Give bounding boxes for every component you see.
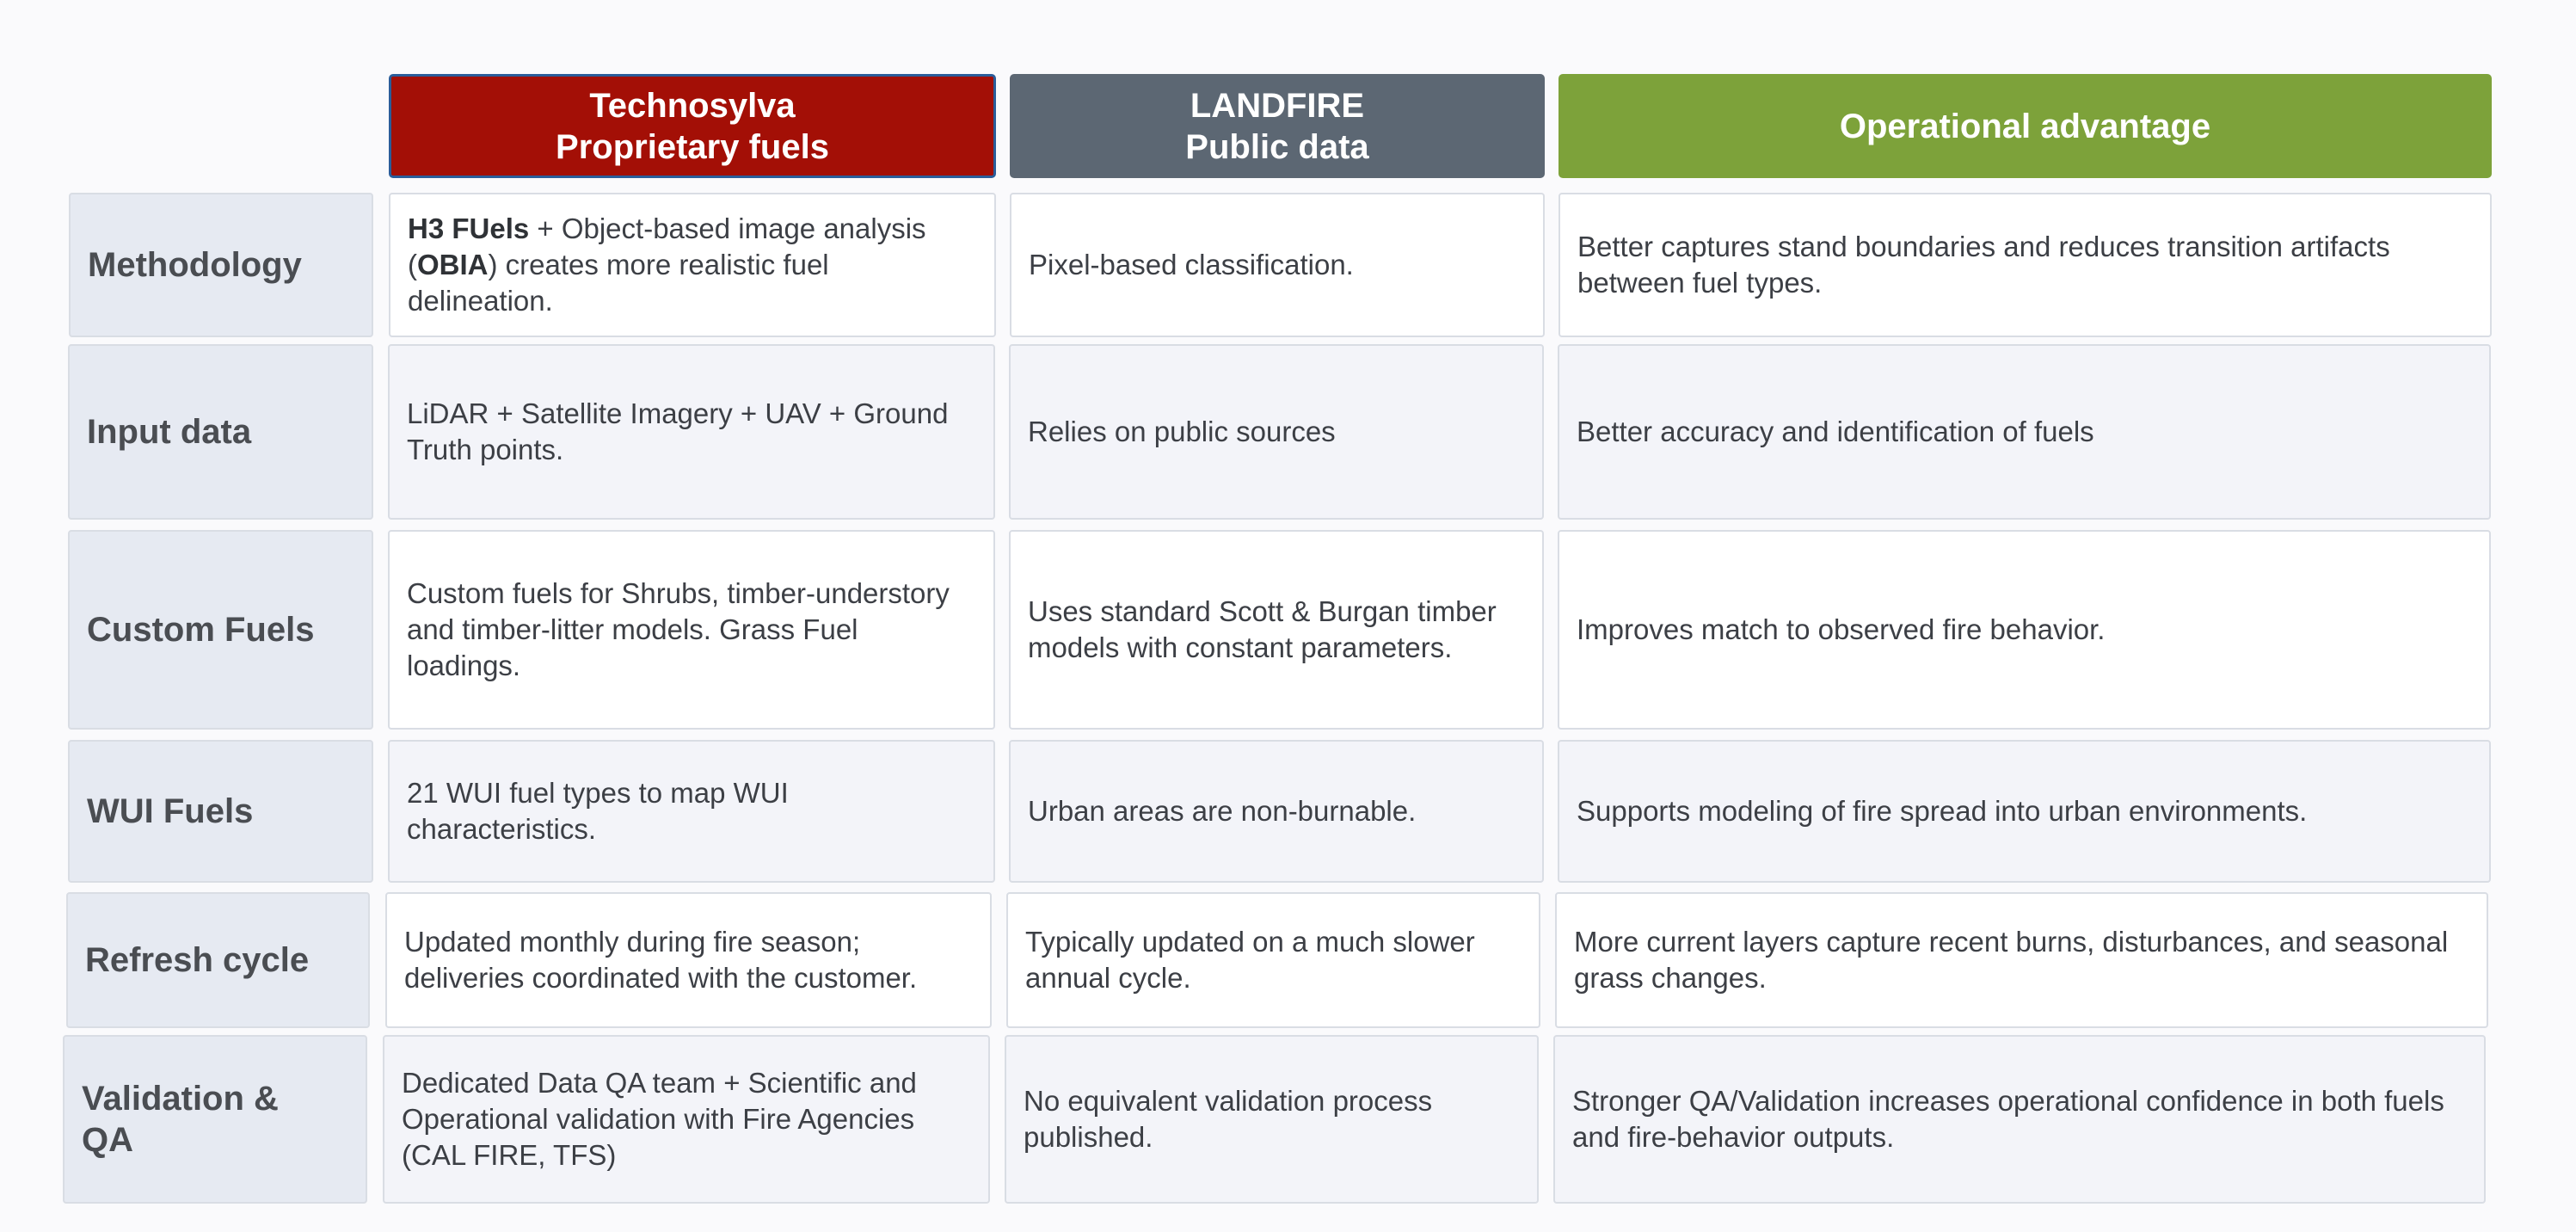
cell-methodology-landfire: Pixel-based classification. bbox=[1010, 193, 1545, 337]
cell-text: Dedicated Data QA team + Scientific and … bbox=[402, 1067, 917, 1171]
cell-text: 21 WUI fuel types to map WUI characteris… bbox=[407, 777, 789, 845]
cell-text: Pixel-based classification. bbox=[1029, 249, 1354, 280]
cell-text: Custom fuels for Shrubs, timber-understo… bbox=[407, 577, 950, 681]
cell-wui-fuels-operational: Supports modeling of fire spread into ur… bbox=[1558, 740, 2491, 883]
cell-text-part: ) creates more realistic fuel delineatio… bbox=[408, 249, 829, 317]
cell-text: Stronger QA/Validation increases operati… bbox=[1572, 1085, 2444, 1153]
row-label-text: Methodology bbox=[88, 246, 302, 284]
header-technosylva-line1: Technosylva bbox=[589, 86, 796, 125]
cell-text: Better captures stand boundaries and red… bbox=[1577, 231, 2390, 299]
cell-methodology-technosylva: H3 FUels + Object-based image analysis (… bbox=[389, 193, 996, 337]
header-technosylva: Technosylva Proprietary fuels bbox=[389, 74, 996, 178]
row-label-text: Validation & QA bbox=[82, 1080, 279, 1159]
header-landfire-line2: Public data bbox=[1185, 127, 1369, 166]
cell-input-data-technosylva: LiDAR + Satellite Imagery + UAV + Ground… bbox=[388, 344, 995, 520]
cell-text: More current layers capture recent burns… bbox=[1574, 926, 2449, 994]
row-label-text: Input data bbox=[87, 413, 252, 451]
header-operational-line1: Operational advantage bbox=[1839, 107, 2211, 145]
cell-text: Uses standard Scott & Burgan timber mode… bbox=[1028, 595, 1497, 663]
cell-methodology-operational: Better captures stand boundaries and red… bbox=[1559, 193, 2492, 337]
cell-wui-fuels-technosylva: 21 WUI fuel types to map WUI characteris… bbox=[388, 740, 995, 883]
cell-input-data-operational: Better accuracy and identification of fu… bbox=[1558, 344, 2491, 520]
row-label-text: Refresh cycle bbox=[85, 941, 310, 979]
cell-text: Relies on public sources bbox=[1028, 416, 1336, 447]
header-technosylva-line2: Proprietary fuels bbox=[556, 127, 829, 166]
cell-validation-qa-operational: Stronger QA/Validation increases operati… bbox=[1553, 1035, 2486, 1204]
row-label-input-data: Input data bbox=[68, 344, 373, 520]
row-label-validation-qa: Validation & QA bbox=[63, 1035, 367, 1204]
cell-custom-fuels-operational: Improves match to observed fire behavior… bbox=[1558, 530, 2491, 730]
cell-text: Improves match to observed fire behavior… bbox=[1577, 613, 2106, 645]
cell-text: Supports modeling of fire spread into ur… bbox=[1577, 795, 2308, 827]
header-operational-advantage: Operational advantage bbox=[1559, 74, 2492, 178]
cell-text-part: + Object-based image analysis ( bbox=[408, 213, 926, 280]
header-landfire: LANDFIRE Public data bbox=[1010, 74, 1545, 178]
cell-text: Updated monthly during fire season; deli… bbox=[404, 926, 918, 994]
cell-refresh-cycle-landfire: Typically updated on a much slower annua… bbox=[1006, 892, 1540, 1028]
cell-text: Better accuracy and identification of fu… bbox=[1577, 416, 2094, 447]
cell-text: No equivalent validation process publish… bbox=[1024, 1085, 1433, 1153]
row-label-custom-fuels: Custom Fuels bbox=[68, 530, 373, 730]
cell-validation-qa-technosylva: Dedicated Data QA team + Scientific and … bbox=[383, 1035, 990, 1204]
cell-wui-fuels-landfire: Urban areas are non-burnable. bbox=[1009, 740, 1544, 883]
cell-text: Typically updated on a much slower annua… bbox=[1025, 926, 1475, 994]
cell-validation-qa-landfire: No equivalent validation process publish… bbox=[1005, 1035, 1539, 1204]
header-landfire-line1: LANDFIRE bbox=[1190, 86, 1365, 125]
cell-text: Urban areas are non-burnable. bbox=[1028, 795, 1417, 827]
cell-text: H3 FUels + Object-based image analysis (… bbox=[408, 211, 977, 319]
row-label-text: Custom Fuels bbox=[87, 611, 315, 649]
row-label-text: WUI Fuels bbox=[87, 792, 254, 830]
row-label-wui-fuels: WUI Fuels bbox=[68, 740, 373, 883]
cell-text: LiDAR + Satellite Imagery + UAV + Ground… bbox=[407, 397, 949, 465]
cell-input-data-landfire: Relies on public sources bbox=[1009, 344, 1544, 520]
cell-refresh-cycle-technosylva: Updated monthly during fire season; deli… bbox=[385, 892, 992, 1028]
cell-refresh-cycle-operational: More current layers capture recent burns… bbox=[1555, 892, 2488, 1028]
cell-custom-fuels-technosylva: Custom fuels for Shrubs, timber-understo… bbox=[388, 530, 995, 730]
cell-custom-fuels-landfire: Uses standard Scott & Burgan timber mode… bbox=[1009, 530, 1544, 730]
row-label-methodology: Methodology bbox=[69, 193, 373, 337]
row-label-refresh-cycle: Refresh cycle bbox=[66, 892, 370, 1028]
bold-text: H3 FUels bbox=[408, 213, 530, 244]
bold-text: OBIA bbox=[417, 249, 489, 280]
